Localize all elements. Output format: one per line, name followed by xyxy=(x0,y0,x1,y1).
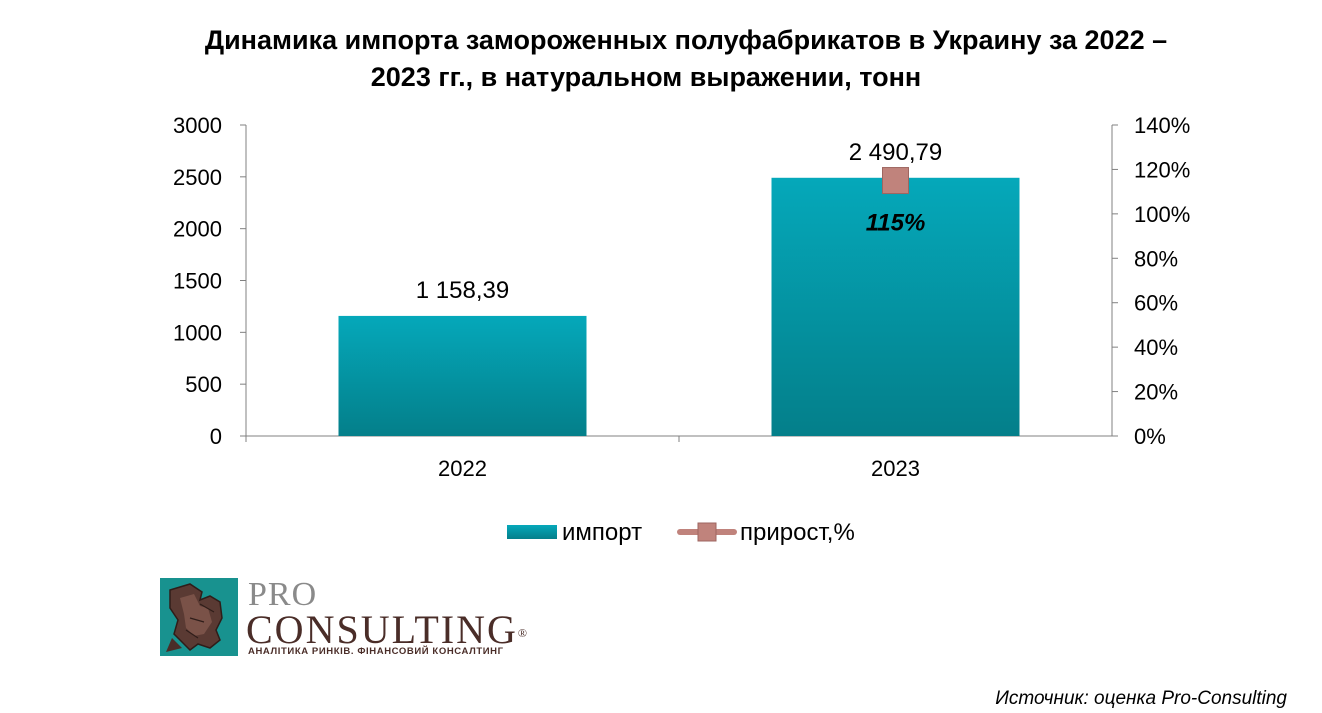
y-tick-label: 3000 xyxy=(173,113,222,138)
chart-plot: 0 500 1000 1500 2000 2500 3000 0% 20% 40% 60% 80% 10… xyxy=(173,113,1190,546)
bar-value-label: 2 490,79 xyxy=(849,139,942,166)
x-tick-label: 2023 xyxy=(871,456,920,481)
y2-tick-label: 100% xyxy=(1134,202,1190,227)
y-tick-label: 1500 xyxy=(173,269,222,294)
legend-growth-label: прирост,% xyxy=(740,519,855,546)
bar-value-label: 1 158,39 xyxy=(416,277,509,304)
logo-consulting-text: CONSULTING® xyxy=(246,606,529,653)
y-tick-label: 2500 xyxy=(173,165,222,190)
y2-tick-label: 0% xyxy=(1134,424,1166,449)
pro-consulting-logo: PRO CONSULTING® АНАЛІТИКА РИНКІВ. ФІНАНС… xyxy=(160,576,530,658)
y2-tick-label: 60% xyxy=(1134,291,1178,316)
logo-consulting-word: CONSULTING xyxy=(246,607,518,652)
legend-import-swatch xyxy=(507,525,557,539)
y2-tick-label: 140% xyxy=(1134,113,1190,138)
y-tick-label: 1000 xyxy=(173,320,222,345)
bar-import-2023 xyxy=(771,177,1020,437)
y2-tick-label: 20% xyxy=(1134,380,1178,405)
source-note: Источник: оценка Pro-Consulting xyxy=(995,688,1287,709)
logo-pro-text: PRO xyxy=(248,576,318,613)
legend-growth-marker xyxy=(697,522,717,542)
growth-marker-2023 xyxy=(882,167,909,195)
y-tick-label: 500 xyxy=(185,372,222,397)
rhino-logo-icon xyxy=(160,578,238,656)
chart-title-line-1: Динамика импорта замороженных полуфабрик… xyxy=(204,25,1168,55)
bar-import-2022 xyxy=(338,315,587,436)
chart-title: Динамика импорта замороженных полуфабрик… xyxy=(0,22,1322,96)
logo-tagline: АНАЛІТИКА РИНКІВ. ФІНАНСОВИЙ КОНСАЛТИНГ xyxy=(248,646,504,657)
y-tick-label: 2000 xyxy=(173,217,222,242)
y2-tick-label: 40% xyxy=(1134,335,1178,360)
y2-tick-label: 120% xyxy=(1134,157,1190,182)
y2-tick-label: 80% xyxy=(1134,246,1178,271)
y-tick-label: 0 xyxy=(210,424,222,449)
growth-value-label: 115% xyxy=(866,210,926,237)
logo-registered-mark: ® xyxy=(517,626,529,640)
legend-import-label: импорт xyxy=(562,519,642,546)
chart-title-line-2: 2023 гг., в натуральном выражении, тонн xyxy=(370,62,922,92)
x-tick-label: 2022 xyxy=(438,456,487,481)
